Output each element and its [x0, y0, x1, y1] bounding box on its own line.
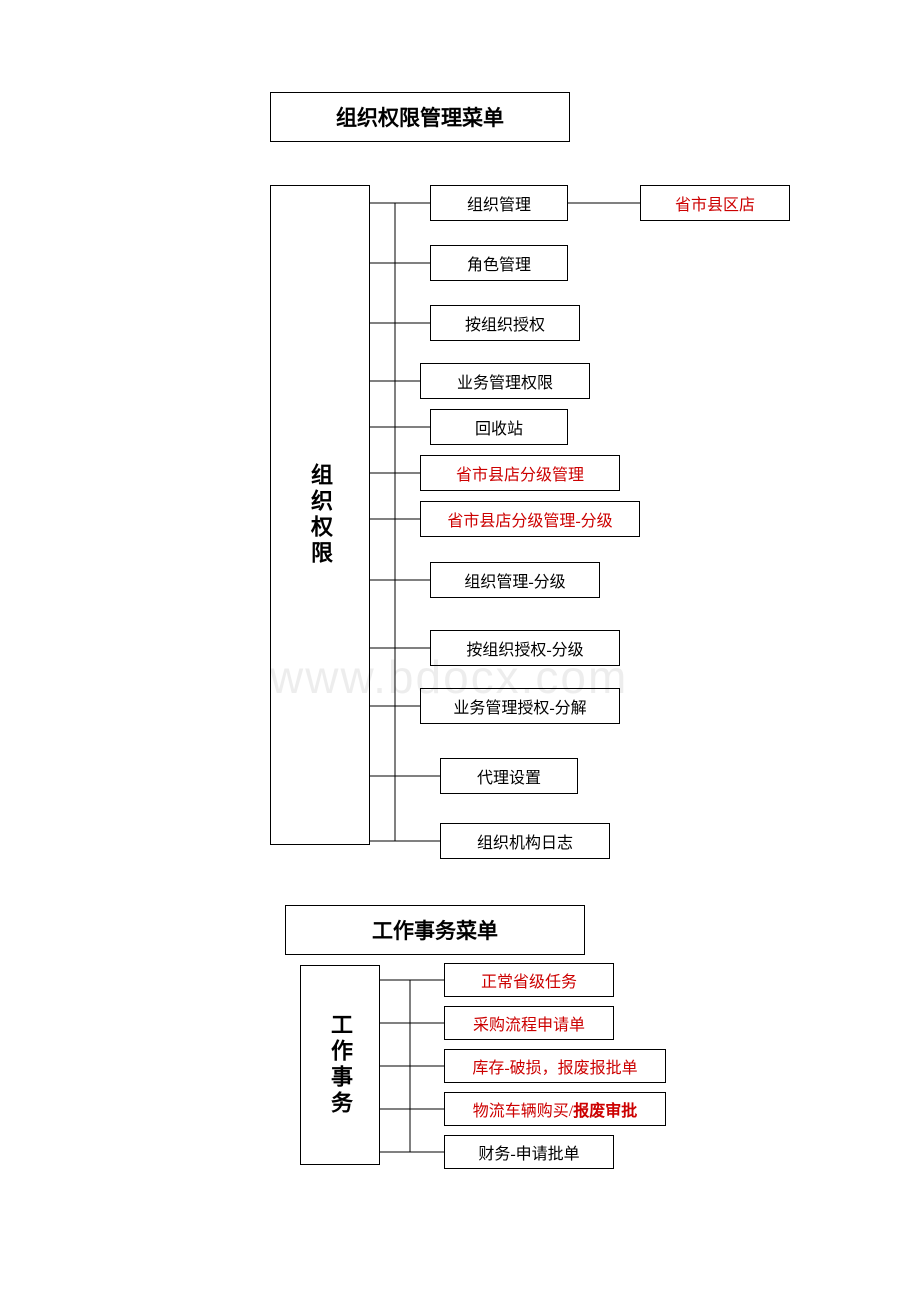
- item-biz-perm: 业务管理权限: [420, 363, 590, 399]
- item-biz-auth-sub: 业务管理授权-分解: [420, 688, 620, 724]
- item-org-mgmt-sub: 组织管理-分级: [430, 562, 600, 598]
- item-task-purchase: 采购流程申请单: [444, 1006, 614, 1040]
- d1-title: 组织权限管理菜单: [270, 92, 570, 142]
- leaf-region-store: 省市县区店: [640, 185, 790, 221]
- d2-root: 工作事务: [300, 965, 380, 1165]
- item-role-mgmt: 角色管理: [430, 245, 568, 281]
- item-level-mgmt: 省市县店分级管理: [420, 455, 620, 491]
- item-org-mgmt: 组织管理: [430, 185, 568, 221]
- item-org-log: 组织机构日志: [440, 823, 610, 859]
- item-task-finance: 财务-申请批单: [444, 1135, 614, 1169]
- item-auth-by-org: 按组织授权: [430, 305, 580, 341]
- item-proxy: 代理设置: [440, 758, 578, 794]
- d2-title: 工作事务菜单: [285, 905, 585, 955]
- d1-root: 组织权限: [270, 185, 370, 845]
- item-recycle: 回收站: [430, 409, 568, 445]
- item-level-mgmt-sub: 省市县店分级管理-分级: [420, 501, 640, 537]
- item-task-stock: 库存-破损，报废报批单: [444, 1049, 666, 1083]
- item-task-vehicle: 物流车辆购买/报废审批: [444, 1092, 666, 1126]
- item-auth-by-org-sub: 按组织授权-分级: [430, 630, 620, 666]
- item-task-normal: 正常省级任务: [444, 963, 614, 997]
